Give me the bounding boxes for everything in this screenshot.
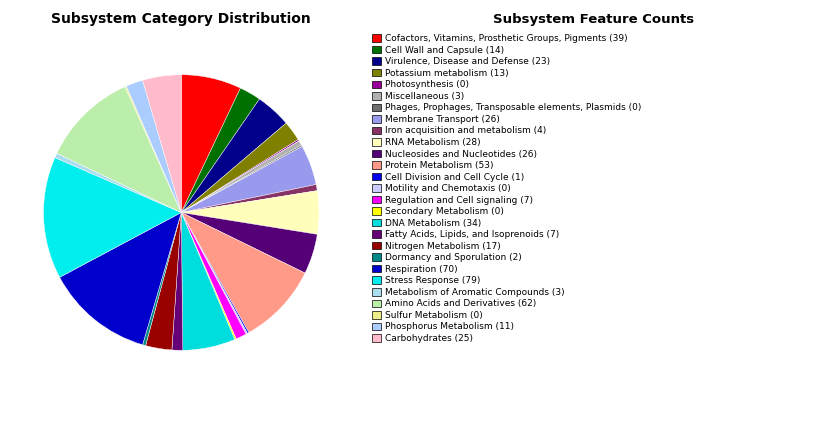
Wedge shape bbox=[181, 146, 316, 212]
Title: Subsystem Category Distribution: Subsystem Category Distribution bbox=[51, 12, 311, 26]
Text: Subsystem Feature Counts: Subsystem Feature Counts bbox=[493, 13, 694, 26]
Wedge shape bbox=[181, 75, 241, 212]
Wedge shape bbox=[44, 158, 181, 277]
Wedge shape bbox=[181, 139, 299, 212]
Wedge shape bbox=[181, 184, 317, 212]
Wedge shape bbox=[146, 212, 181, 350]
Wedge shape bbox=[57, 87, 181, 212]
Wedge shape bbox=[181, 212, 249, 333]
Wedge shape bbox=[181, 212, 305, 333]
Wedge shape bbox=[143, 212, 181, 346]
Wedge shape bbox=[181, 88, 260, 212]
Legend: Cofactors, Vitamins, Prosthetic Groups, Pigments (39), Cell Wall and Capsule (14: Cofactors, Vitamins, Prosthetic Groups, … bbox=[372, 34, 642, 343]
Wedge shape bbox=[181, 212, 247, 334]
Wedge shape bbox=[125, 86, 181, 212]
Wedge shape bbox=[59, 212, 181, 345]
Wedge shape bbox=[181, 99, 286, 212]
Wedge shape bbox=[181, 212, 235, 350]
Wedge shape bbox=[181, 191, 319, 234]
Wedge shape bbox=[181, 212, 246, 339]
Wedge shape bbox=[181, 123, 298, 212]
Wedge shape bbox=[55, 153, 181, 212]
Wedge shape bbox=[172, 212, 183, 350]
Wedge shape bbox=[143, 75, 181, 212]
Wedge shape bbox=[181, 141, 302, 212]
Wedge shape bbox=[181, 212, 236, 340]
Wedge shape bbox=[181, 212, 317, 273]
Wedge shape bbox=[126, 80, 181, 212]
Wedge shape bbox=[181, 145, 302, 212]
